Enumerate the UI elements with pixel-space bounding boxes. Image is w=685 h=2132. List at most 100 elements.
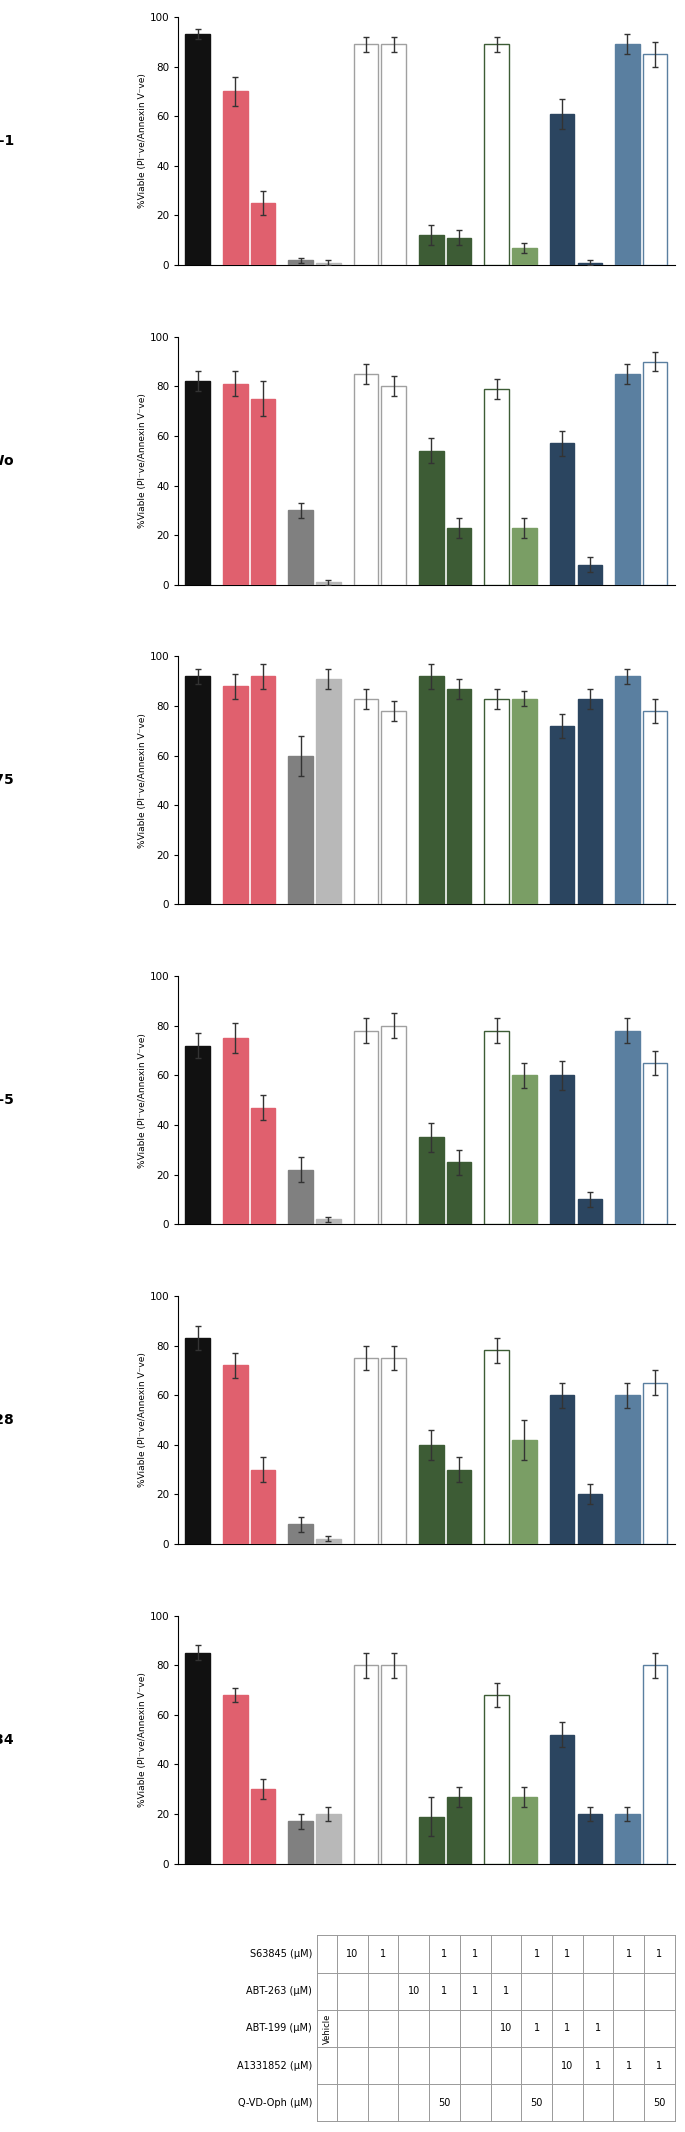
Bar [615, 373, 640, 584]
Bar [382, 1025, 406, 1224]
Bar [251, 676, 275, 904]
Text: 1: 1 [472, 1987, 478, 1996]
Text: 1: 1 [380, 1949, 386, 1959]
Bar [643, 1384, 667, 1544]
Y-axis label: %Viable (PI⁻ve/Annexin V⁻ve): %Viable (PI⁻ve/Annexin V⁻ve) [138, 75, 147, 209]
Bar [419, 450, 444, 584]
Text: 10: 10 [561, 2060, 573, 2070]
Bar [550, 113, 574, 264]
Text: Vehicle: Vehicle [323, 2013, 332, 2045]
Bar [447, 529, 471, 584]
Bar [316, 582, 340, 584]
Bar [643, 712, 667, 904]
Bar [251, 399, 275, 584]
Bar [419, 1445, 444, 1544]
Bar [615, 1030, 640, 1224]
Text: 1: 1 [564, 2023, 571, 2034]
Bar [577, 1495, 602, 1544]
Bar [353, 699, 378, 904]
Bar [615, 45, 640, 264]
Bar [288, 1821, 313, 1863]
Bar [512, 1075, 536, 1224]
Bar [223, 1695, 247, 1863]
Text: 10: 10 [346, 1949, 358, 1959]
Y-axis label: %Viable (PI⁻ve/Annexin V⁻ve): %Viable (PI⁻ve/Annexin V⁻ve) [138, 1352, 147, 1488]
Bar [223, 687, 247, 904]
Bar [577, 1814, 602, 1863]
Bar [186, 1339, 210, 1544]
Bar [512, 1797, 536, 1863]
Text: A1331852 (μM): A1331852 (μM) [237, 2060, 312, 2070]
Bar [550, 1735, 574, 1863]
Bar [288, 1170, 313, 1224]
Bar [615, 676, 640, 904]
Bar [288, 260, 313, 264]
Bar [484, 45, 509, 264]
Bar [382, 712, 406, 904]
Bar [447, 1797, 471, 1863]
Text: 1: 1 [534, 1949, 540, 1959]
Bar [550, 1075, 574, 1224]
Bar [615, 1394, 640, 1544]
Bar [643, 1064, 667, 1224]
Bar [223, 92, 247, 264]
Bar [643, 1665, 667, 1863]
Text: CHL-1: CHL-1 [0, 134, 14, 147]
Bar [353, 45, 378, 264]
Bar [251, 1789, 275, 1863]
Bar [223, 384, 247, 584]
Y-axis label: %Viable (PI⁻ve/Annexin V⁻ve): %Viable (PI⁻ve/Annexin V⁻ve) [138, 1671, 147, 1808]
Bar [577, 699, 602, 904]
Text: 1: 1 [656, 1949, 662, 1959]
Bar [288, 755, 313, 904]
Text: S63845 (μM): S63845 (μM) [250, 1949, 312, 1959]
Bar [353, 1358, 378, 1544]
Text: 1: 1 [441, 1987, 447, 1996]
Text: 1: 1 [503, 1987, 509, 1996]
Bar [186, 676, 210, 904]
Bar [484, 1030, 509, 1224]
Bar [223, 1364, 247, 1544]
Bar [577, 565, 602, 584]
Text: 1: 1 [472, 1949, 478, 1959]
Text: SK-MEL-5: SK-MEL-5 [0, 1094, 14, 1107]
Bar [447, 239, 471, 264]
Text: 1: 1 [534, 2023, 540, 2034]
Text: 10: 10 [408, 1987, 420, 1996]
Text: 50: 50 [653, 2098, 666, 2109]
Bar [550, 443, 574, 584]
Bar [288, 510, 313, 584]
Bar [577, 262, 602, 264]
Text: LM-MEL-34: LM-MEL-34 [0, 1733, 14, 1746]
Bar [186, 1045, 210, 1224]
Text: 1: 1 [625, 1949, 632, 1959]
Bar [447, 689, 471, 904]
Bar [316, 1539, 340, 1544]
Bar [316, 1220, 340, 1224]
Text: 1: 1 [595, 2060, 601, 2070]
Bar [550, 725, 574, 904]
Bar [288, 1524, 313, 1544]
Text: 1: 1 [625, 2060, 632, 2070]
Bar [186, 382, 210, 584]
Bar [484, 699, 509, 904]
Bar [353, 1030, 378, 1224]
Bar [512, 529, 536, 584]
Bar [615, 1814, 640, 1863]
Text: 50: 50 [530, 2098, 543, 2109]
Text: 1: 1 [656, 2060, 662, 2070]
Bar [353, 1665, 378, 1863]
Bar [447, 1162, 471, 1224]
Bar [419, 676, 444, 904]
Bar [484, 1350, 509, 1544]
Bar [419, 1816, 444, 1863]
Bar [223, 1038, 247, 1224]
Bar [186, 1652, 210, 1863]
Text: Q-VD-Oph (μM): Q-VD-Oph (μM) [238, 2098, 312, 2109]
Text: LM-MEL-28: LM-MEL-28 [0, 1414, 14, 1426]
Bar [316, 1814, 340, 1863]
Text: 1: 1 [441, 1949, 447, 1959]
Bar [353, 373, 378, 584]
Text: ABT-263 (μM): ABT-263 (μM) [247, 1987, 312, 1996]
Bar [419, 1136, 444, 1224]
